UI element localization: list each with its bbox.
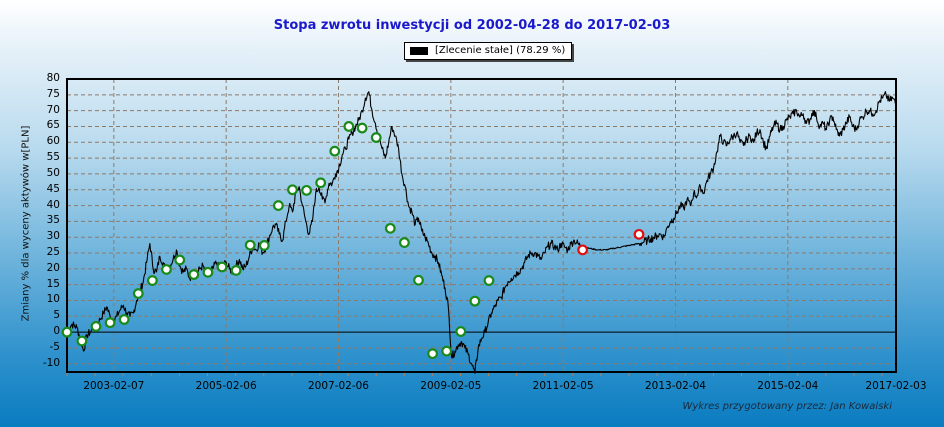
y-tick-label: 80 [46,72,60,84]
chart-title: Stopa zwrotu inwestycji od 2002-04-28 do… [273,18,671,33]
buy-marker [61,326,73,338]
x-tick-label: 2017-02-03 [865,380,927,392]
y-tick-label: 20 [46,261,60,274]
buy-marker [399,237,410,248]
buy-marker [370,132,382,143]
y-tick-label: 35 [46,214,60,227]
y-tick-label: 25 [46,246,60,259]
sell-marker [633,228,645,240]
buy-marker [441,345,453,357]
buy-marker [272,200,284,211]
y-tick-label: 70 [46,103,60,116]
chart-credit: Wykres przygotowany przez: Jan Kowalski [682,401,892,412]
buy-marker [132,288,144,299]
y-tick-label: -10 [42,356,60,369]
y-tick-label: 65 [46,119,60,132]
legend-label: [Zlecenie stałe] (78.29 %) [435,45,566,56]
y-tick-label: 45 [46,182,60,195]
y-tick-label: 55 [46,151,60,164]
buy-marker [230,265,242,276]
buy-marker [104,317,116,329]
x-tick-label: 2009-02-05 [420,380,482,392]
buy-marker [216,261,228,273]
y-tick-label: 10 [46,293,60,306]
x-tick-label: 2013-02-04 [644,380,706,392]
buy-marker [356,122,368,134]
series-line [66,91,897,374]
y-tick-label: 75 [46,87,60,100]
y-tick-label: 50 [46,166,60,179]
buy-marker [188,269,200,280]
buy-marker [301,184,312,196]
buy-marker [146,275,158,286]
buy-marker [413,274,424,286]
buy-marker [384,222,396,234]
y-tick-label: -5 [49,340,60,353]
buy-marker [315,177,327,189]
buy-marker [90,321,102,332]
buy-marker [343,121,355,132]
buy-marker [118,314,130,325]
x-tick-label: 2015-02-04 [757,380,819,392]
buy-marker [244,239,256,251]
x-tick-label: 2003-02-07 [83,380,145,392]
sell-marker [577,244,589,256]
buy-marker [161,264,172,275]
buy-marker [469,295,481,307]
y-tick-label: 30 [46,230,60,243]
buy-marker [427,348,438,360]
y-tick-label: 0 [53,325,60,338]
x-tick-label: 2007-02-06 [307,380,369,392]
buy-marker [76,335,88,347]
plot-border [66,78,897,373]
y-tick-label: 40 [46,198,60,211]
buy-marker [329,145,341,157]
buy-marker [174,254,186,266]
y-tick-label: 60 [46,135,60,148]
legend-swatch [410,47,428,55]
buy-marker [483,275,495,286]
y-tick-label: 5 [53,309,60,322]
x-tick-label: 2005-02-06 [195,380,257,392]
buy-marker [202,266,214,278]
x-tick-label: 2011-02-05 [532,380,594,392]
buy-marker [258,240,270,251]
buy-marker [455,326,467,337]
y-tick-label: 15 [46,277,60,290]
buy-marker [287,184,298,196]
legend: [Zlecenie stałe] (78.29 %) [404,42,573,60]
